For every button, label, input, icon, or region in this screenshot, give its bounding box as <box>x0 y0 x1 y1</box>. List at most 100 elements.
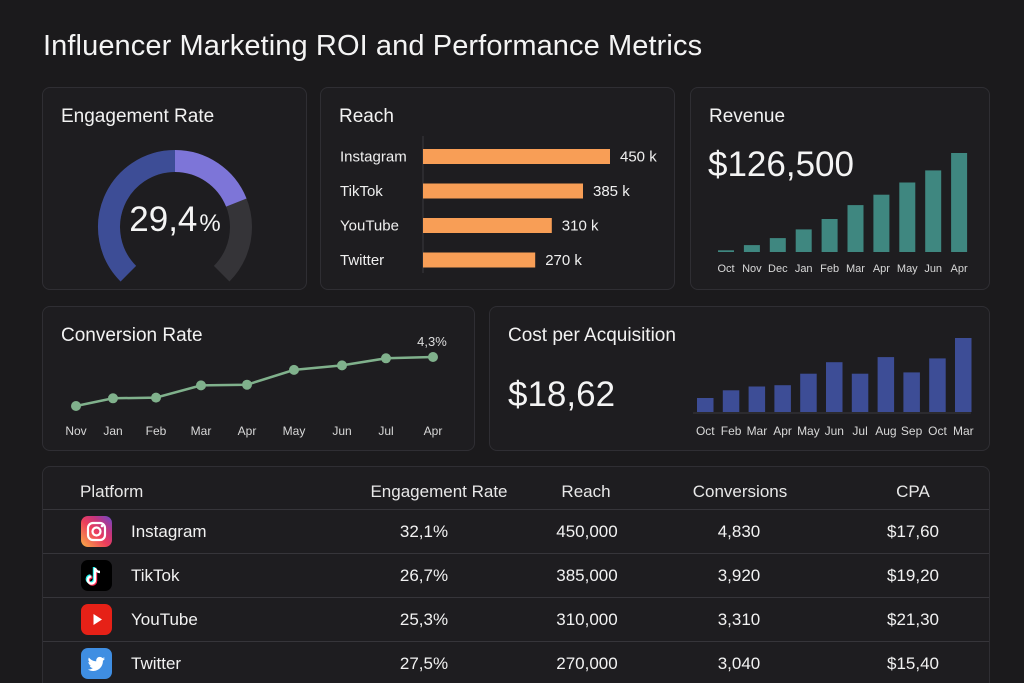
revenue-bar <box>951 153 968 252</box>
revenue-bar <box>795 229 812 252</box>
table-row[interactable]: YouTube 25,3% 310,000 3,310 $21,30 <box>43 597 989 641</box>
twitter-icon <box>81 648 112 679</box>
revenue-bar <box>847 205 864 252</box>
cpa-bar <box>774 385 791 412</box>
cpa-cell: $21,30 <box>887 610 939 629</box>
engagement-value: 29,4 <box>129 200 197 239</box>
conversion-point <box>428 352 438 362</box>
platform-name: Instagram <box>131 522 207 541</box>
conversion-line <box>75 355 434 408</box>
engagement-rate-title: Engagement Rate <box>61 106 215 127</box>
engagement-rate-cell: 27,5% <box>399 654 449 673</box>
revenue-tick-label: Dec <box>768 263 788 275</box>
platform-table: Platform Engagement Rate Reach Conversio… <box>42 466 990 683</box>
page-title: Influencer Marketing ROI and Performance… <box>43 30 703 62</box>
reach-bar <box>423 218 552 233</box>
reach-value-label: 450 k <box>620 149 657 166</box>
engagement-rate-cell: 26,7% <box>399 566 449 585</box>
cpa-tick-label: Apr <box>773 424 792 438</box>
reach-cell: 270,000 <box>556 654 618 673</box>
revenue-bar <box>925 170 942 252</box>
conversion-point <box>337 360 347 371</box>
revenue-tick-label: Oct <box>717 263 734 275</box>
reach-category-label: TikTok <box>340 183 383 200</box>
conversion-tick-label: Nov <box>65 424 86 438</box>
cpa-bar <box>903 372 920 412</box>
cpa-tick-label: May <box>797 424 820 438</box>
cpa-bar <box>800 373 817 412</box>
cpa-tick-label: Aug <box>875 424 896 438</box>
platform-name: Twitter <box>131 654 182 673</box>
conversion-tick-label: Apr <box>238 424 257 438</box>
gauge-arc-accent <box>174 150 247 208</box>
revenue-bar <box>821 219 838 252</box>
conversion-tick-label: Mar <box>191 424 212 438</box>
cpa-title: Cost per Acquisition <box>508 325 676 346</box>
cpa-tick-label: Jun <box>825 424 844 438</box>
cpa-cell: $17,60 <box>887 522 939 541</box>
conversion-rate-card: Conversion Rate 4,3% Nov Jan Feb Mar Apr May J… <box>42 306 475 451</box>
revenue-tick-label: Apr <box>951 263 968 275</box>
youtube-icon <box>81 604 112 635</box>
instagram-icon <box>81 516 112 547</box>
cpa-bar <box>697 398 714 412</box>
conversion-rate-title: Conversion Rate <box>61 325 203 346</box>
cpa-tick-label: Feb <box>721 424 742 438</box>
revenue-tick-label: Mar <box>846 263 865 275</box>
reach-category-label: Twitter <box>340 252 384 269</box>
conversions-cell: 3,040 <box>717 654 761 673</box>
revenue-value: $126,500 <box>708 145 854 184</box>
cpa-tick-label: Mar <box>747 424 768 438</box>
header-reach: Reach <box>561 482 611 501</box>
cpa-bar <box>851 373 869 412</box>
cpa-tick-label: Oct <box>928 424 947 438</box>
reach-card: Reach Instagram 450 k TikTok 385 k YouTube 31… <box>320 87 675 290</box>
header-engagement-rate: Engagement Rate <box>370 482 508 501</box>
conversion-point <box>381 353 391 364</box>
cpa-cell: $19,20 <box>887 566 939 585</box>
cpa-tick-label: Oct <box>696 424 715 438</box>
reach-category-label: Instagram <box>340 149 407 166</box>
conversion-tick-label: May <box>283 424 306 438</box>
revenue-tick-label: Apr <box>873 263 890 275</box>
reach-bar <box>423 252 536 268</box>
reach-category-label: YouTube <box>340 218 399 235</box>
conversion-point <box>151 392 161 403</box>
conversion-tick-label: Jun <box>332 424 351 438</box>
reach-bar <box>423 183 583 199</box>
header-conversions: Conversions <box>692 482 788 501</box>
conversion-point <box>242 379 252 390</box>
cpa-bar <box>929 358 946 412</box>
table-row[interactable]: TikTok 26,7% 385,000 3,920 $19,20 <box>43 553 989 597</box>
conversion-tick-label: Feb <box>146 424 167 438</box>
revenue-tick-label: Nov <box>742 263 762 275</box>
revenue-tick-label: Jan <box>795 263 813 275</box>
revenue-tick-label: May <box>897 263 918 275</box>
tiktok-icon <box>81 560 112 591</box>
header-cpa: CPA <box>896 482 930 501</box>
table-row[interactable]: Twitter 27,5% 270,000 3,040 $15,40 <box>43 641 989 683</box>
reach-chart: Instagram 450 k TikTok 385 k YouTube 310 k Twi… <box>340 136 657 273</box>
table-row[interactable]: Instagram 32,1% 450,000 4,830 $17,60 <box>43 509 989 553</box>
reach-value-label: 385 k <box>593 183 630 200</box>
reach-bar <box>423 149 610 164</box>
cpa-bar <box>722 390 740 412</box>
engagement-rate-card: Engagement Rate 29,4% <box>42 87 307 290</box>
conversion-end-label: 4,3% <box>417 334 447 349</box>
revenue-bar <box>718 250 734 252</box>
engagement-gauge: 29,4% <box>98 150 252 282</box>
conversion-tick-label: Jul <box>378 424 393 438</box>
conversion-point <box>196 380 206 391</box>
cpa-cell: $15,40 <box>887 654 939 673</box>
reach-value-label: 310 k <box>562 218 599 235</box>
conversion-point <box>71 401 81 411</box>
cpa-tick-label: Mar <box>953 424 974 438</box>
revenue-card: Revenue $126,500 Oct Nov Dec Jan Feb Mar Apr Ma… <box>690 87 990 290</box>
cpa-bar <box>748 386 766 412</box>
platform-name: TikTok <box>131 566 180 585</box>
conversions-cell: 4,830 <box>717 522 761 541</box>
conversion-tick-label: Jan <box>103 424 122 438</box>
revenue-chart: Oct Nov Dec Jan Feb Mar Apr May Jun Apr <box>717 153 968 275</box>
revenue-tick-label: Jun <box>924 263 942 275</box>
revenue-bar <box>769 238 786 252</box>
